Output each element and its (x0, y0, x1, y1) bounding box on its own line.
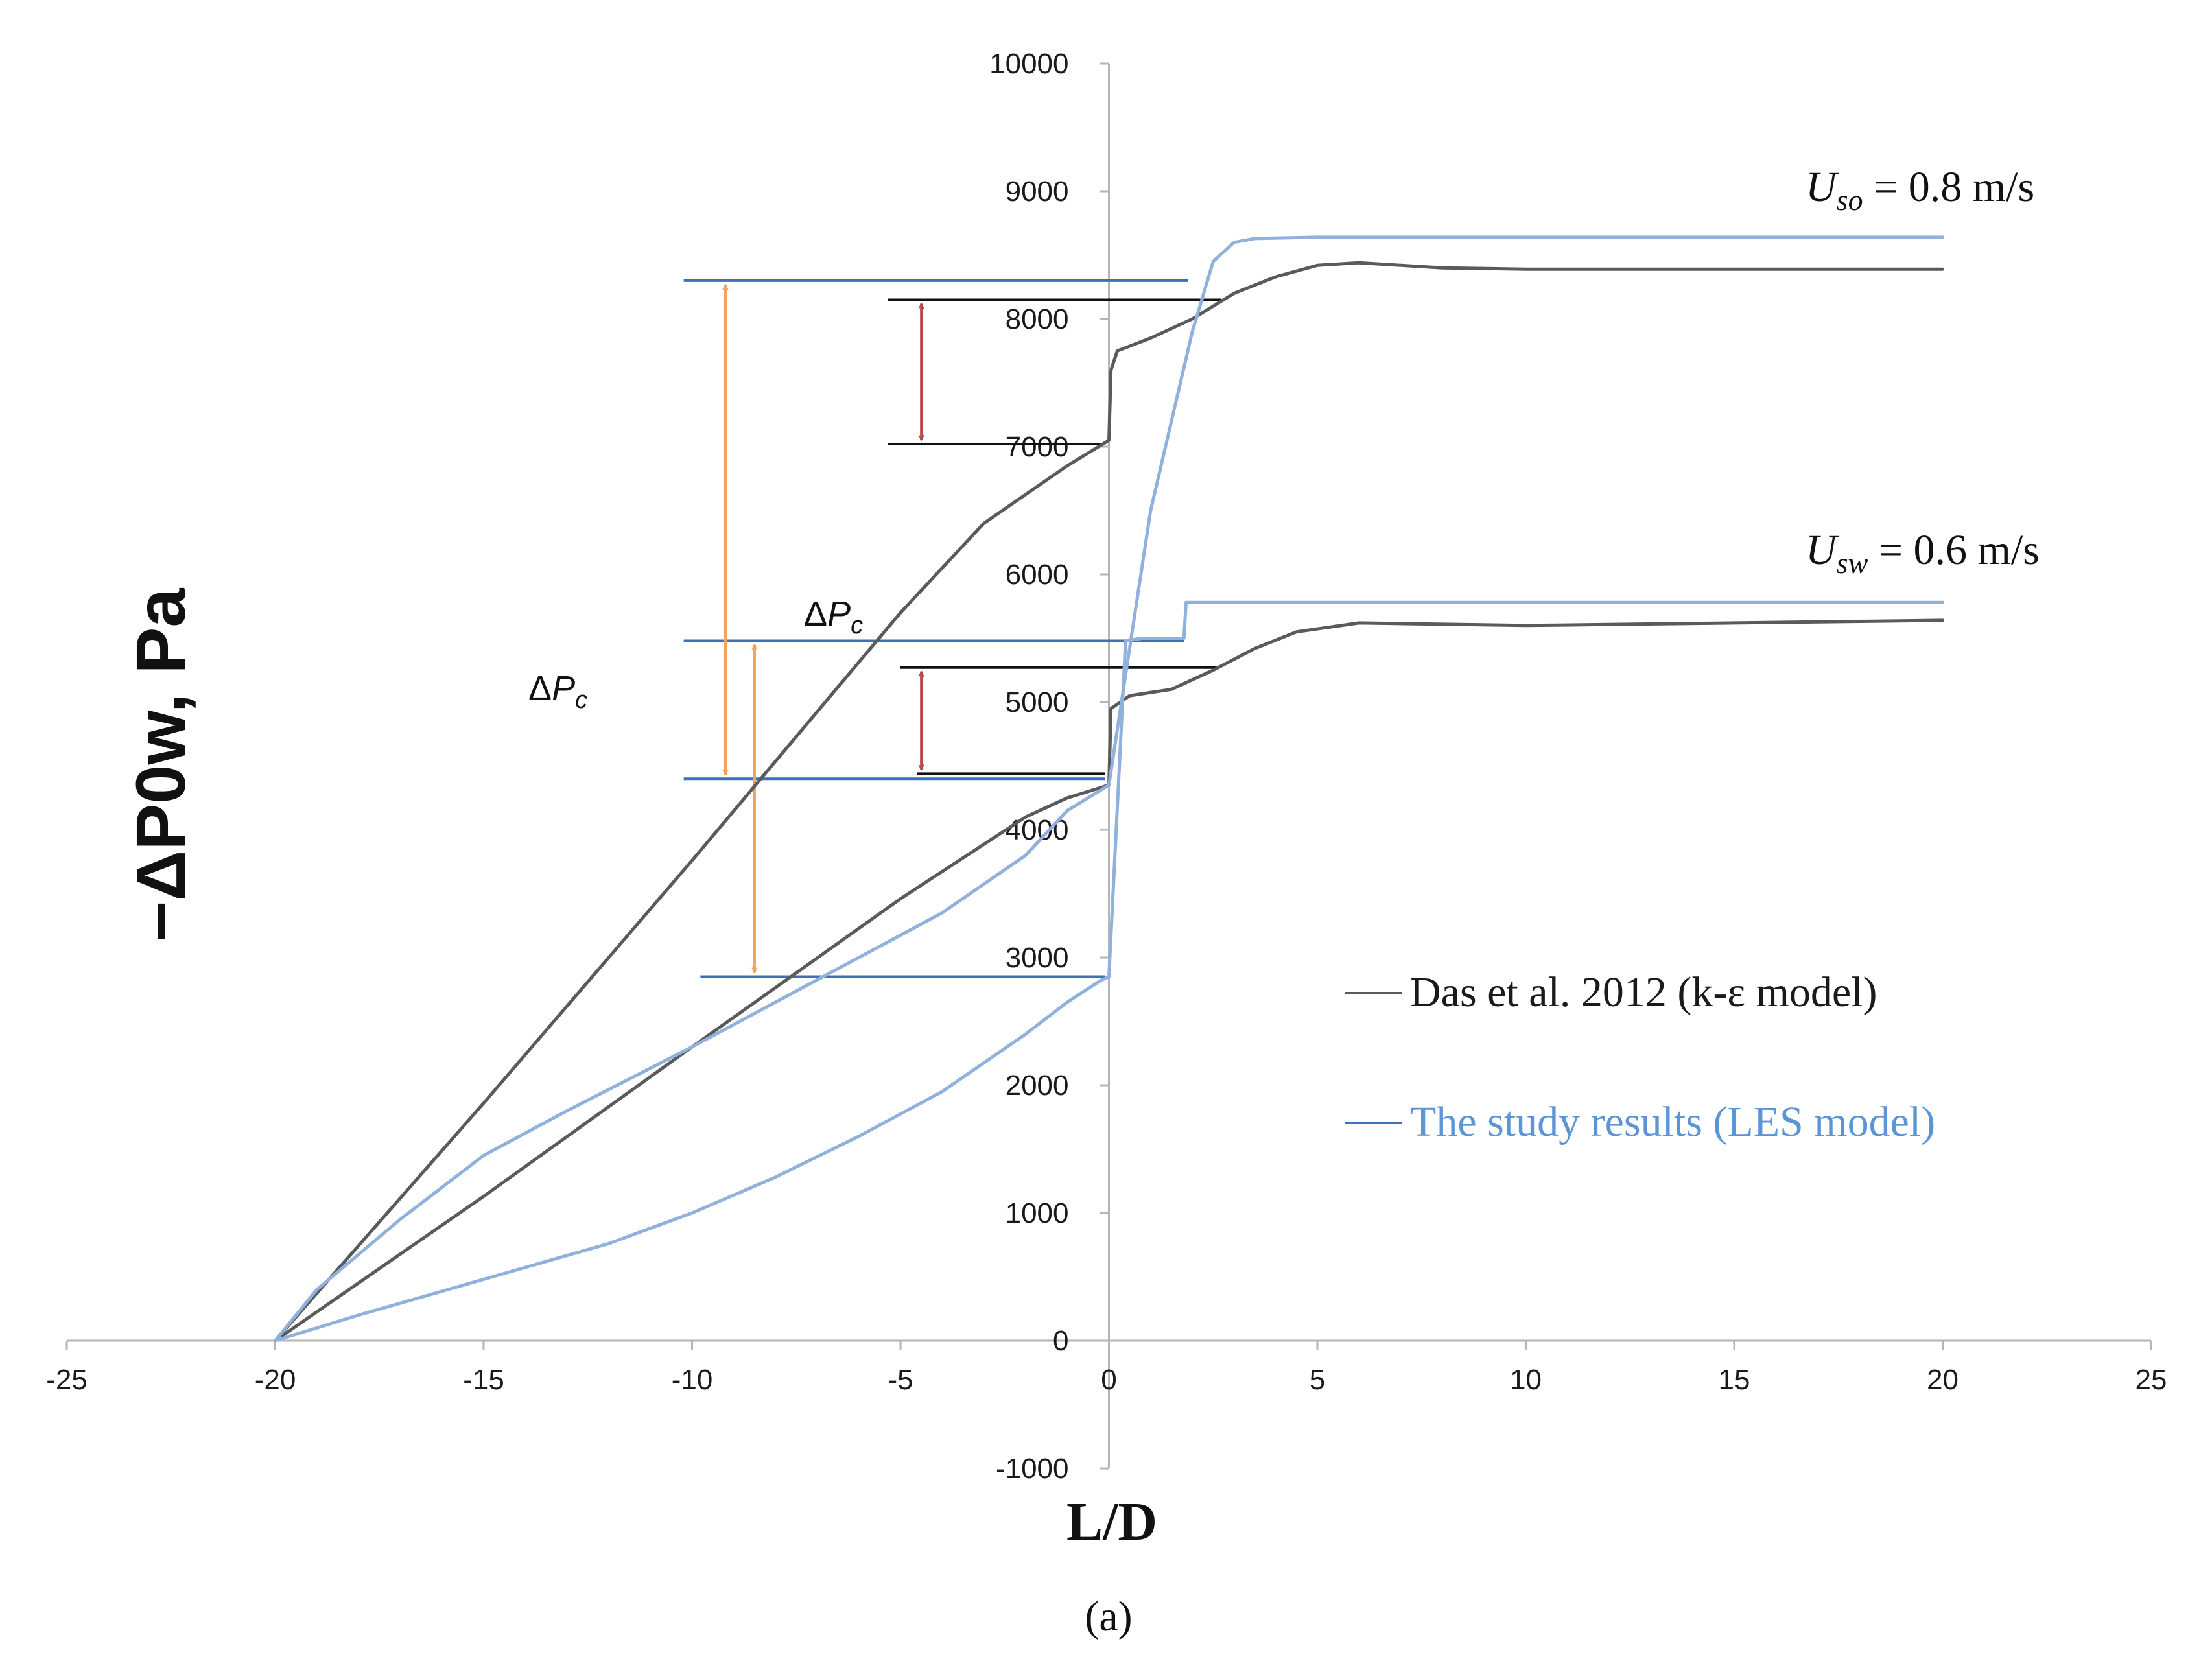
y-tick-label: 7000 (1006, 431, 1069, 463)
delta-pc-label-mid: ΔPc (804, 594, 863, 639)
legend-label-das: Das et al. 2012 (k-ε model) (1410, 969, 1877, 1016)
x-tick-label: 25 (2136, 1364, 2167, 1396)
y-tick-label: 10000 (989, 48, 1068, 80)
delta-arrows (725, 285, 921, 973)
uso-annotation: Uso = 0.8 m/s (1806, 163, 2034, 217)
x-tick-label: 0 (1101, 1364, 1116, 1396)
series-line-les-2 (274, 235, 1944, 1343)
usw-annotation: Usw = 0.6 m/s (1806, 526, 2040, 580)
legend-item-les: The study results (LES model) (1345, 1098, 1935, 1146)
x-tick-label: 5 (1310, 1364, 1325, 1396)
series-line-les-3 (274, 600, 1944, 1343)
x-tick-label: -5 (888, 1364, 913, 1396)
y-tick-label: 9000 (1006, 176, 1069, 207)
x-tick-label: -20 (255, 1364, 296, 1396)
y-tick-label: 8000 (1006, 303, 1069, 335)
y-tick-label: 3000 (1006, 942, 1069, 974)
x-axis-label: L/D (1066, 1492, 1157, 1552)
y-tick-label: 2000 (1006, 1070, 1069, 1101)
y-tick-label: 6000 (1006, 559, 1069, 591)
x-tick-label: -25 (46, 1364, 88, 1396)
y-tick-label: 5000 (1006, 687, 1069, 718)
y-tick-label: -1000 (996, 1453, 1069, 1485)
y-tick-label: 1000 (1006, 1197, 1069, 1229)
y-tick-label: 0 (1053, 1325, 1068, 1357)
axes: -25 -20 -15 -10 -5 0 5 10 15 20 25 -1000 0 1000 2000 30… (46, 48, 2167, 1485)
x-tick-label: 20 (1927, 1364, 1959, 1396)
reference-lines (683, 279, 1222, 978)
delta-pc-label-left: ΔPc (528, 669, 587, 714)
x-tick-label: 15 (1719, 1364, 1750, 1396)
x-tick-label: -10 (672, 1364, 713, 1396)
x-tick-label: 10 (1510, 1364, 1542, 1396)
series-lines (274, 235, 1944, 1343)
legend-label-les: The study results (LES model) (1410, 1098, 1935, 1146)
x-tick-label: -15 (463, 1364, 504, 1396)
series-line-das-0 (274, 261, 1944, 1343)
series-line-das-1 (274, 618, 1944, 1343)
legend-item-das: Das et al. 2012 (k-ε model) (1345, 969, 1877, 1016)
y-axis-label: −ΔP0w, Pa (121, 588, 200, 942)
legend: Das et al. 2012 (k-ε model) The study re… (1345, 969, 1935, 1146)
figure-caption: (a) (1085, 1593, 1132, 1640)
